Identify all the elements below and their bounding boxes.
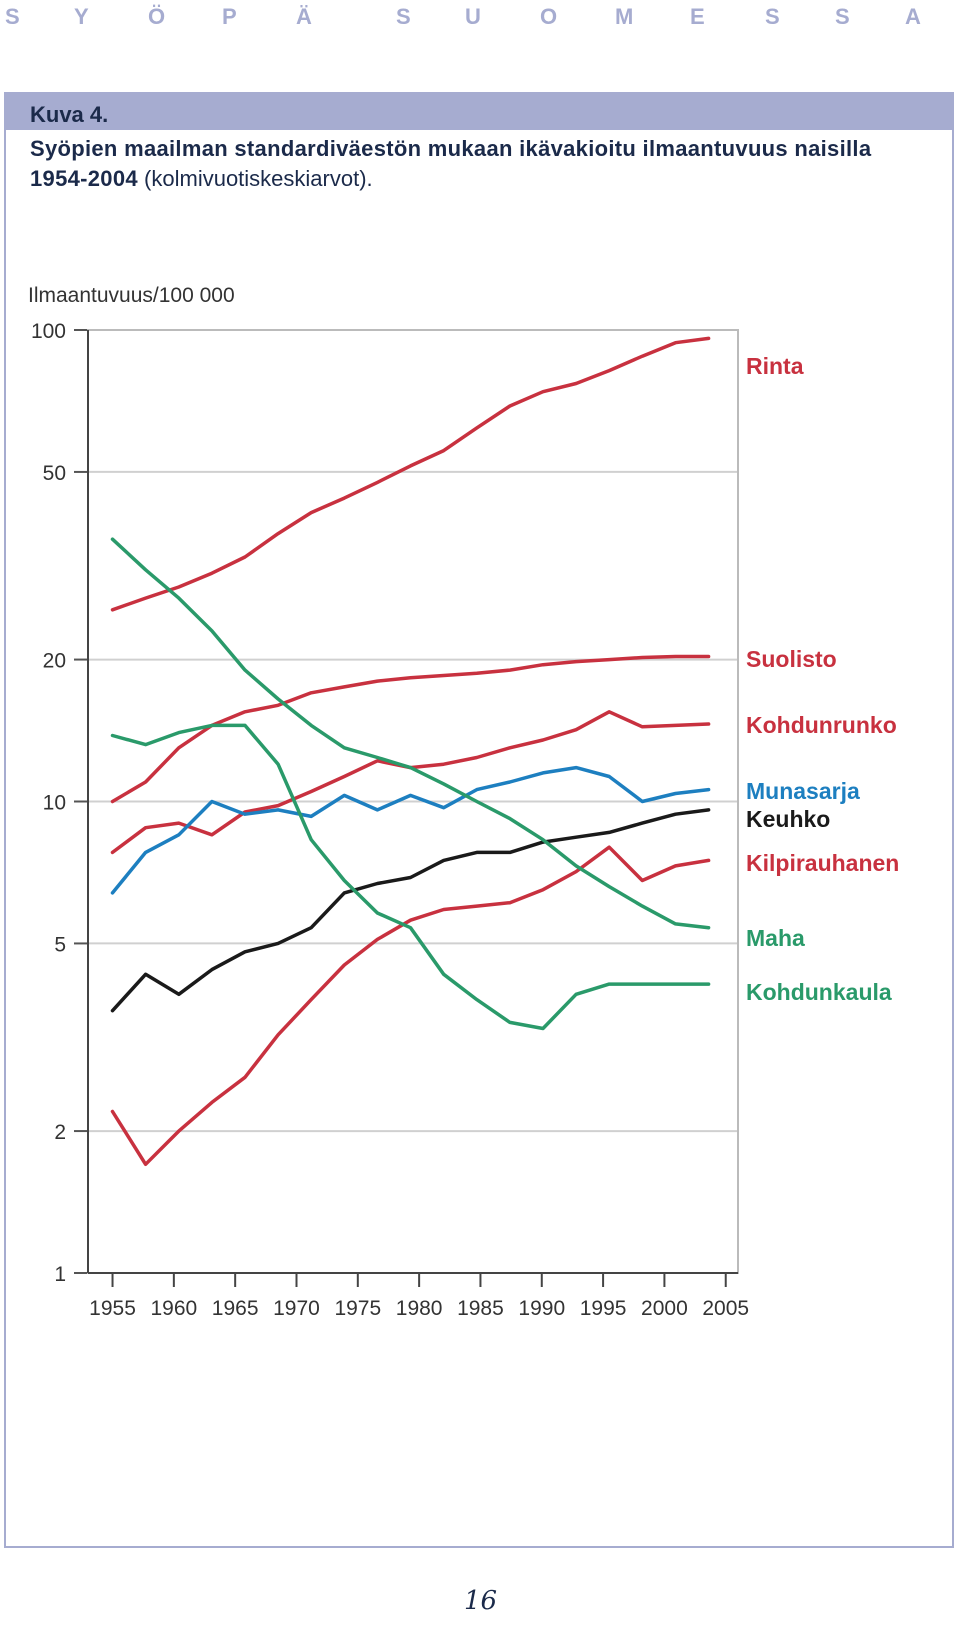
series-line-keuhko [110, 808, 711, 1013]
y-tick-label: 100 [31, 320, 66, 343]
y-tick-label: 1 [54, 1263, 66, 1286]
running-head-letter: U [465, 4, 481, 29]
running-head-letter: M [615, 4, 634, 29]
running-head-letter: S [396, 4, 411, 29]
page-number: 16 [464, 1586, 498, 1616]
y-tick-label: 10 [43, 792, 66, 815]
running-head-letter: Ö [148, 4, 166, 29]
legend-label-maha: Maha [746, 925, 805, 951]
legend-label-kilpirauhanen: Kilpirauhanen [746, 850, 899, 876]
legend-label-keuhko: Keuhko [746, 806, 830, 832]
running-head-letter: O [540, 4, 558, 29]
figure-header-band [6, 94, 952, 130]
running-head-letter: P [222, 4, 237, 29]
legend-label-rinta: Rinta [746, 353, 804, 379]
caption-bold-text: Syöpien maailman standardiväestön mukaan… [30, 136, 872, 191]
running-head-letter: Ä [296, 4, 312, 29]
series-line-maha [110, 537, 711, 930]
incidence-line-chart: Ilmaantuvuus/100 000 1 2 5 10 20 50 100 1955 1960… [28, 284, 899, 1320]
legend-label-munasarja: Munasarja [746, 778, 860, 804]
x-tick-label: 1965 [212, 1297, 259, 1320]
y-tick-label: 5 [54, 933, 66, 956]
legend-label-suolisto: Suolisto [746, 646, 837, 672]
figure-frame: Kuva 4. Syöpien maailman standardiväestö… [4, 92, 954, 1548]
x-tick-label: 1995 [580, 1297, 627, 1320]
series-line-rinta [110, 336, 711, 612]
y-tick-label: 2 [54, 1121, 66, 1144]
y-tick-label: 50 [43, 462, 66, 485]
x-tick-label: 2005 [702, 1297, 749, 1320]
series-line-munasarja [110, 765, 711, 895]
y-axis-label: Ilmaantuvuus/100 000 [28, 284, 235, 307]
running-head-letter: S [765, 4, 780, 29]
legend-label-kohdunkaula: Kohdunkaula [746, 979, 892, 1005]
running-head-letter: Y [74, 4, 89, 29]
running-head-letter: A [905, 4, 921, 29]
x-tick-label: 1970 [273, 1297, 320, 1320]
figure-caption: Syöpien maailman standardiväestön mukaan… [30, 134, 930, 194]
x-tick-label: 1990 [518, 1297, 565, 1320]
legend-label-kohdunrunko: Kohdunrunko [746, 712, 897, 738]
caption-normal-text: (kolmivuotiskeskiarvot). [144, 166, 373, 191]
series-line-kilpirauhanen [110, 845, 711, 1167]
figure-number: Kuva 4. [30, 102, 109, 127]
x-tick-label: 2000 [641, 1297, 688, 1320]
x-tick-label: 1980 [396, 1297, 443, 1320]
running-head-letter: E [690, 4, 705, 29]
running-head-letter: S [5, 4, 20, 29]
series-line-kohdunkaula [110, 723, 711, 1031]
x-tick-label: 1955 [89, 1297, 136, 1320]
x-tick-label: 1960 [150, 1297, 197, 1320]
y-tick-label: 20 [43, 650, 66, 673]
running-head-letter: S [835, 4, 850, 29]
x-tick-label: 1975 [334, 1297, 381, 1320]
x-tick-label: 1985 [457, 1297, 504, 1320]
